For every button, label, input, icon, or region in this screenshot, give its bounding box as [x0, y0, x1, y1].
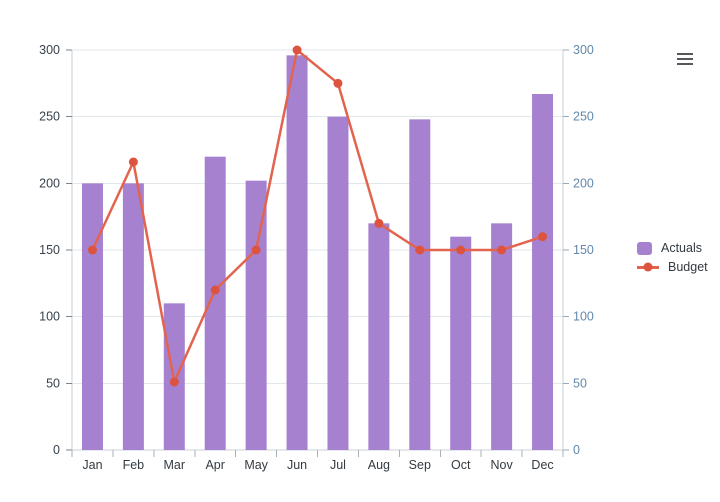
point-budget-jun[interactable]: [292, 45, 302, 55]
point-budget-apr[interactable]: [210, 285, 220, 295]
bar-actuals-nov[interactable]: [491, 223, 513, 450]
legend-label-actuals: Actuals: [661, 241, 702, 255]
y-axis-label-left: 150: [39, 243, 60, 257]
budget-line[interactable]: [91, 48, 544, 384]
point-budget-aug[interactable]: [374, 218, 384, 228]
x-axis-label: Sep: [409, 458, 431, 472]
bar-actuals-jan[interactable]: [81, 183, 103, 451]
x-axis-label: Jan: [82, 458, 102, 472]
bar-actuals-feb[interactable]: [122, 183, 144, 451]
hamburger-menu-icon: [677, 53, 693, 65]
y-axis-label-right: 300: [573, 43, 594, 57]
x-axis-label: Jun: [287, 458, 307, 472]
legend-label-budget: Budget: [668, 260, 708, 274]
point-budget-feb[interactable]: [128, 157, 138, 167]
x-axis-label: Apr: [205, 458, 224, 472]
point-budget-jan[interactable]: [87, 245, 97, 255]
x-axis-label: Feb: [123, 458, 145, 472]
bar-actuals-jul[interactable]: [327, 116, 349, 451]
y-axis-label-left: 250: [39, 110, 60, 124]
point-budget-nov[interactable]: [497, 245, 507, 255]
y-axis-label-left: 0: [53, 443, 60, 457]
point-budget-mar[interactable]: [169, 377, 179, 387]
y-axis-label-right: 50: [573, 376, 587, 390]
x-axis-label: Nov: [491, 458, 514, 472]
actuals-bar-swatch-icon: [637, 241, 652, 255]
bar-actuals-jun[interactable]: [286, 55, 308, 450]
y-axis-label-left: 300: [39, 43, 60, 57]
point-budget-oct[interactable]: [456, 245, 466, 255]
bar-actuals-apr[interactable]: [204, 156, 226, 450]
budget-marker-icon: [643, 262, 653, 272]
y-axis-label-right: 150: [573, 243, 594, 257]
legend: Actuals Budget: [637, 241, 708, 274]
bar-actuals-oct[interactable]: [450, 236, 472, 450]
y-axis-label-right: 100: [573, 310, 594, 324]
bar-actuals-may[interactable]: [245, 180, 267, 450]
legend-item-actuals[interactable]: Actuals: [637, 241, 708, 255]
legend-item-budget[interactable]: Budget: [637, 260, 708, 274]
y-axis-label-left: 50: [46, 376, 60, 390]
point-budget-jul[interactable]: [333, 78, 343, 88]
x-axis-label: Oct: [451, 458, 471, 472]
x-axis-label: May: [244, 458, 268, 472]
point-budget-dec[interactable]: [538, 232, 548, 242]
x-axis-label: Jul: [330, 458, 346, 472]
bar-actuals-aug[interactable]: [368, 223, 390, 450]
x-axis-label: Dec: [531, 458, 553, 472]
bar-actuals-dec[interactable]: [532, 94, 554, 450]
y-axis-label-left: 100: [39, 310, 60, 324]
point-budget-sep[interactable]: [415, 245, 425, 255]
budget-line-swatch-icon: [637, 262, 659, 272]
bar-actuals-sep[interactable]: [409, 119, 431, 450]
y-axis-label-left: 200: [39, 176, 60, 190]
x-axis-label: Mar: [164, 458, 186, 472]
y-axis-label-right: 0: [573, 443, 580, 457]
context-menu-button[interactable]: [674, 49, 696, 69]
x-axis-label: Aug: [368, 458, 390, 472]
y-axis-label-right: 250: [573, 110, 594, 124]
y-axis-label-right: 200: [573, 176, 594, 190]
point-budget-may[interactable]: [251, 245, 261, 255]
